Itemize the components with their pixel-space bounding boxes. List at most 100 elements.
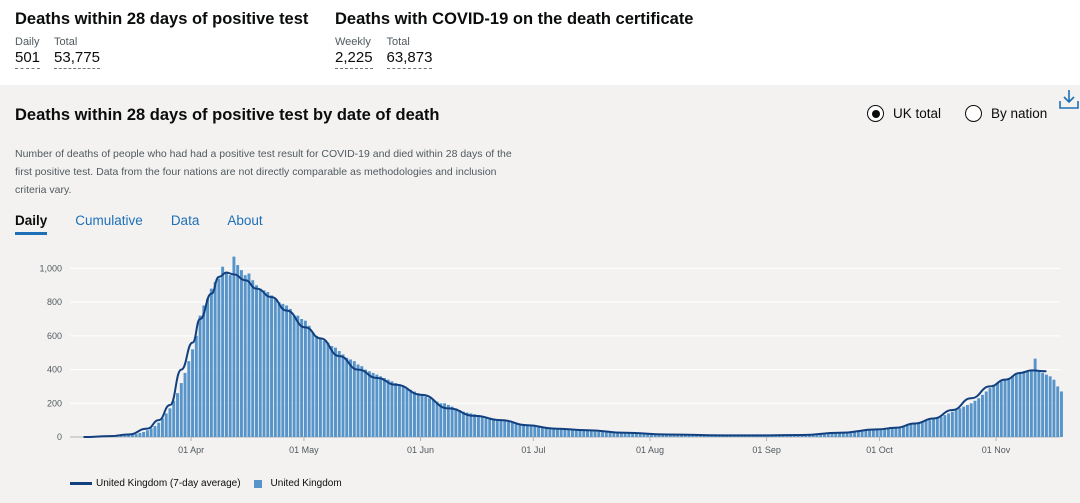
daily-bar[interactable] bbox=[364, 369, 368, 437]
daily-bar[interactable] bbox=[232, 256, 236, 437]
daily-bar[interactable] bbox=[1048, 376, 1052, 437]
daily-bar[interactable] bbox=[608, 432, 612, 437]
daily-bar[interactable] bbox=[548, 427, 552, 437]
daily-bar[interactable] bbox=[864, 430, 868, 437]
daily-bar[interactable] bbox=[616, 432, 620, 437]
metric-value[interactable]: 63,873 bbox=[386, 49, 433, 69]
daily-bar[interactable] bbox=[345, 357, 349, 437]
daily-bar[interactable] bbox=[883, 428, 887, 437]
daily-bar[interactable] bbox=[830, 433, 834, 437]
daily-bar[interactable] bbox=[1018, 372, 1022, 437]
daily-bar[interactable] bbox=[236, 265, 240, 437]
daily-bar[interactable] bbox=[988, 388, 992, 437]
metric-daily[interactable]: Daily 501 bbox=[15, 36, 41, 69]
daily-bar[interactable] bbox=[920, 421, 924, 437]
daily-bar[interactable] bbox=[119, 435, 123, 437]
daily-bar[interactable] bbox=[1007, 378, 1011, 437]
daily-bar[interactable] bbox=[382, 378, 386, 437]
daily-bar[interactable] bbox=[209, 288, 213, 437]
daily-bar[interactable] bbox=[1041, 372, 1045, 437]
daily-bar[interactable] bbox=[586, 430, 589, 437]
daily-bar[interactable] bbox=[890, 427, 894, 437]
daily-bar[interactable] bbox=[898, 426, 902, 437]
daily-bar[interactable] bbox=[917, 422, 920, 437]
daily-bar[interactable] bbox=[300, 319, 304, 437]
daily-bar[interactable] bbox=[492, 418, 495, 437]
daily-bar[interactable] bbox=[815, 434, 819, 437]
daily-bar[interactable] bbox=[785, 435, 789, 437]
daily-bar[interactable] bbox=[838, 432, 841, 437]
daily-bar[interactable] bbox=[270, 295, 273, 437]
daily-bar[interactable] bbox=[172, 400, 176, 437]
daily-bar[interactable] bbox=[187, 361, 191, 437]
daily-bar[interactable] bbox=[450, 406, 454, 437]
daily-bar[interactable] bbox=[337, 351, 341, 437]
daily-bar[interactable] bbox=[349, 359, 352, 437]
daily-bar[interactable] bbox=[330, 345, 334, 437]
daily-bar[interactable] bbox=[288, 308, 292, 437]
daily-bar[interactable] bbox=[992, 384, 996, 437]
daily-bar[interactable] bbox=[826, 433, 830, 437]
daily-bar[interactable] bbox=[439, 403, 443, 437]
tab-data[interactable]: Data bbox=[170, 213, 200, 228]
daily-bar[interactable] bbox=[1022, 371, 1026, 437]
daily-bar[interactable] bbox=[115, 436, 119, 437]
daily-bar[interactable] bbox=[619, 432, 623, 437]
daily-bar[interactable] bbox=[123, 435, 127, 437]
daily-bar[interactable] bbox=[198, 315, 202, 437]
daily-bar[interactable] bbox=[807, 434, 811, 437]
daily-bar[interactable] bbox=[683, 434, 687, 437]
daily-bar[interactable] bbox=[318, 337, 322, 437]
daily-bar[interactable] bbox=[251, 280, 255, 437]
daily-bar[interactable] bbox=[495, 419, 499, 437]
daily-bar[interactable] bbox=[593, 431, 597, 437]
daily-bar[interactable] bbox=[435, 401, 439, 437]
daily-bar[interactable] bbox=[996, 383, 999, 437]
daily-bar[interactable] bbox=[322, 340, 326, 437]
daily-bar[interactable] bbox=[206, 298, 210, 437]
radio-selected-icon[interactable] bbox=[867, 105, 884, 122]
daily-bar[interactable] bbox=[589, 431, 593, 437]
daily-bar[interactable] bbox=[153, 426, 157, 437]
daily-bar[interactable] bbox=[458, 410, 462, 437]
daily-bar[interactable] bbox=[168, 408, 172, 437]
daily-bar[interactable] bbox=[473, 414, 477, 437]
daily-bar[interactable] bbox=[537, 426, 541, 437]
daily-bar[interactable] bbox=[1044, 374, 1048, 437]
daily-bar[interactable] bbox=[480, 415, 484, 437]
daily-bar[interactable] bbox=[446, 404, 450, 437]
daily-bar[interactable] bbox=[157, 422, 161, 437]
daily-bar[interactable] bbox=[405, 388, 409, 437]
daily-bar[interactable] bbox=[239, 270, 243, 437]
daily-bar[interactable] bbox=[409, 389, 413, 437]
tab-cumulative[interactable]: Cumulative bbox=[75, 213, 143, 228]
daily-bar[interactable] bbox=[601, 431, 605, 437]
daily-bar[interactable] bbox=[853, 431, 857, 437]
daily-bar[interactable] bbox=[642, 433, 646, 437]
daily-bar[interactable] bbox=[371, 372, 375, 437]
daily-bar[interactable] bbox=[484, 416, 488, 437]
daily-bar[interactable] bbox=[1052, 379, 1056, 437]
radio-by-nation[interactable]: By nation bbox=[965, 105, 1047, 122]
daily-bar[interactable] bbox=[973, 400, 977, 437]
metric-value[interactable]: 501 bbox=[15, 49, 41, 69]
daily-bar[interactable] bbox=[431, 399, 435, 437]
daily-bar[interactable] bbox=[552, 427, 556, 437]
daily-bar[interactable] bbox=[191, 349, 195, 437]
daily-bar[interactable] bbox=[834, 433, 838, 437]
daily-bar[interactable] bbox=[179, 383, 183, 437]
daily-bar[interactable] bbox=[657, 434, 661, 437]
daily-bar[interactable] bbox=[533, 425, 537, 437]
daily-bar[interactable] bbox=[334, 347, 337, 437]
daily-bar[interactable] bbox=[465, 412, 469, 437]
daily-bar[interactable] bbox=[326, 342, 330, 437]
daily-bar[interactable] bbox=[529, 425, 533, 437]
daily-bar[interactable] bbox=[356, 364, 360, 437]
daily-bar[interactable] bbox=[649, 433, 653, 437]
daily-bar[interactable] bbox=[221, 266, 225, 437]
daily-bar[interactable] bbox=[469, 413, 473, 437]
daily-bar[interactable] bbox=[695, 434, 699, 437]
daily-bar[interactable] bbox=[510, 422, 514, 437]
tab-about[interactable]: About bbox=[227, 213, 263, 228]
daily-bar[interactable] bbox=[954, 410, 958, 437]
